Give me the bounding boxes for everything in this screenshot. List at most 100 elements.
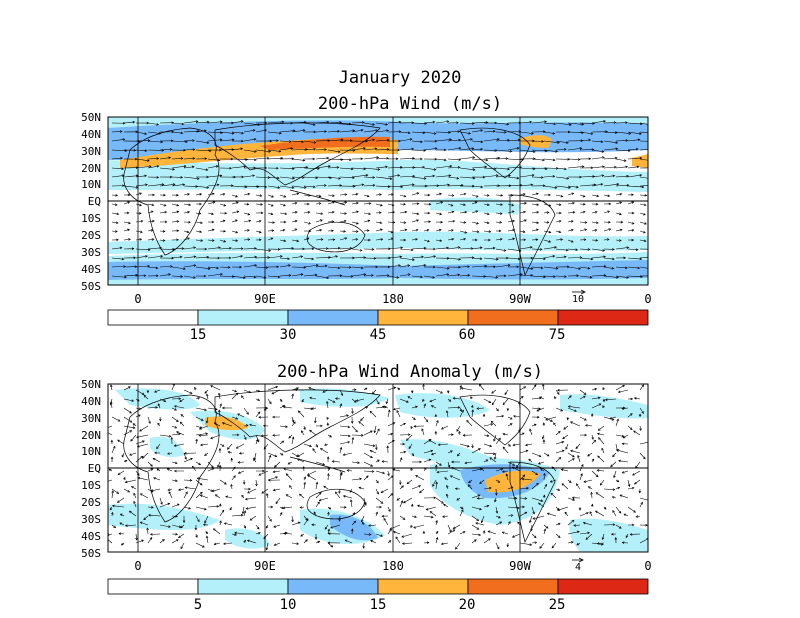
wind-arrowhead <box>384 405 387 409</box>
wind-arrow <box>279 212 287 215</box>
wind-arrowhead <box>180 414 184 417</box>
wind-arrow <box>375 238 383 241</box>
wind-arrowhead <box>536 211 540 214</box>
wind-arrow <box>339 473 342 481</box>
wind-arrowhead <box>199 494 203 498</box>
wind-arrow <box>634 397 641 400</box>
wind-arrow <box>487 530 497 535</box>
wind-arrow <box>447 238 454 241</box>
wind-arrowhead <box>423 177 427 180</box>
wind-arrowhead <box>194 527 198 531</box>
wind-arrow <box>324 524 329 530</box>
wind-arrowhead <box>219 403 222 407</box>
wind-arrowhead <box>312 123 316 126</box>
wind-arrowhead <box>180 131 184 135</box>
wind-arrowhead <box>284 212 288 216</box>
wind-arrowhead <box>370 540 373 543</box>
wind-arrow <box>243 434 247 440</box>
wind-arrowhead <box>564 167 567 171</box>
wind-arrowhead <box>256 526 260 530</box>
wind-arrowhead <box>594 510 598 514</box>
wind-arrowhead <box>235 392 239 396</box>
wind-arrow <box>218 409 221 418</box>
wind-arrowhead <box>622 435 626 439</box>
wind-arrow <box>507 147 520 151</box>
wind-arrow <box>575 443 581 449</box>
wind-arrowhead <box>620 220 624 224</box>
wind-arrowhead <box>552 158 556 162</box>
wind-arrow <box>143 515 149 520</box>
wind-arrowhead <box>631 193 634 197</box>
wind-arrow <box>555 167 567 170</box>
wind-arrow <box>210 434 221 439</box>
wind-arrow <box>591 140 603 143</box>
wind-arrow <box>531 533 537 538</box>
wind-arrow <box>447 166 460 169</box>
wind-arrowhead <box>617 486 621 490</box>
wind-arrowhead <box>549 480 553 483</box>
wind-arrow <box>603 122 616 124</box>
wind-arrow <box>591 256 606 259</box>
wind-arrowhead <box>649 159 651 161</box>
wind-arrowhead <box>150 210 154 214</box>
wind-arrowhead <box>561 483 565 486</box>
wind-arrow <box>555 407 563 412</box>
wind-arrowhead <box>361 121 365 124</box>
wind-arrowhead <box>211 220 215 224</box>
wind-arrow <box>283 506 293 509</box>
wind-arrow <box>609 416 617 420</box>
wind-arrowhead <box>554 186 558 189</box>
wind-arrowhead <box>230 457 234 461</box>
wind-arrowhead <box>370 455 373 459</box>
wind-arrowhead <box>643 203 647 207</box>
wind-arrowhead <box>631 221 635 225</box>
wind-arrow <box>627 506 636 513</box>
wind-arrow <box>123 425 136 429</box>
wind-arrowhead <box>451 237 455 241</box>
wind-arrow <box>225 496 233 499</box>
wind-arrowhead <box>506 122 510 126</box>
wind-arrow <box>627 166 639 169</box>
wind-anomaly-map-panel: 50N 40N 30N 20N 10N EQ 10S 20S 30S 40S 5… <box>81 378 651 613</box>
wind-arrowhead <box>623 159 627 162</box>
wind-arrowhead <box>351 411 354 414</box>
wind-arrow <box>167 452 173 455</box>
wind-arrow <box>531 452 541 457</box>
wind-arrowhead <box>264 121 268 125</box>
wind-arrowhead <box>497 480 501 483</box>
wind-arrowhead <box>523 386 527 389</box>
wind-arrow <box>579 149 594 151</box>
wind-arrow <box>550 492 557 499</box>
wind-arrow <box>231 416 238 420</box>
wind-arrow <box>567 407 577 412</box>
wind-arrowhead <box>443 158 447 162</box>
wind-arrowhead <box>122 121 126 125</box>
wind-arrow <box>627 174 642 178</box>
wind-arrow <box>411 406 418 409</box>
wind-arrow <box>639 230 646 234</box>
wind-arrowhead <box>320 212 324 215</box>
wind-arrow <box>171 184 185 187</box>
lat-label: 10N <box>81 445 101 458</box>
wind-arrowhead <box>587 248 591 251</box>
wind-arrowhead <box>467 274 471 277</box>
wind-arrow <box>591 183 603 187</box>
wind-arrowhead <box>241 395 244 398</box>
wind-arrow <box>307 474 317 481</box>
wind-arrowhead <box>530 183 534 187</box>
wind-arrowhead <box>299 506 303 509</box>
wind-arrowhead <box>375 511 378 515</box>
wind-arrow <box>579 211 586 214</box>
wind-arrow <box>243 212 250 215</box>
wind-arrowhead <box>619 192 623 196</box>
wind-arrowhead <box>193 255 197 259</box>
wind-arrow <box>111 446 116 454</box>
wind-arrowhead <box>463 192 467 196</box>
wind-arrow <box>279 229 285 232</box>
wind-arrowhead <box>288 435 292 439</box>
wind-arrowhead <box>109 507 113 511</box>
wind-arrow <box>291 515 294 522</box>
wind-arrowhead <box>260 203 264 206</box>
wind-arrow <box>471 533 481 536</box>
wind-arrowhead <box>390 432 394 436</box>
